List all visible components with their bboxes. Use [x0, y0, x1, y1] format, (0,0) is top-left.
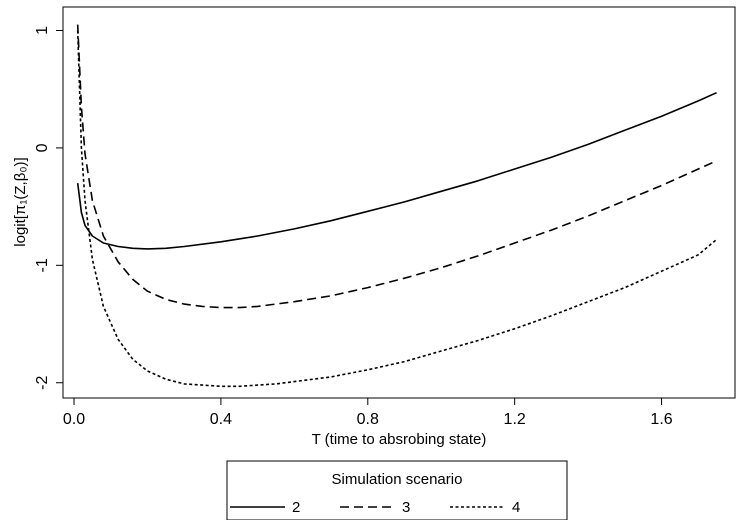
legend-title: Simulation scenario	[332, 471, 463, 488]
x-axis-label: T (time to absrobing state)	[312, 431, 487, 448]
y-tick-label: -2	[34, 376, 51, 390]
series-line-4	[76, 30, 718, 388]
series-layer	[76, 24, 718, 388]
y-tick-label: 0	[34, 143, 51, 152]
plot-frame	[62, 6, 736, 399]
series-line-2	[76, 91, 717, 250]
x-tick-label: 1.2	[504, 411, 526, 428]
series-line-3	[76, 24, 717, 309]
x-tick-label: 0.4	[210, 411, 232, 428]
legend-label-2: 2	[292, 499, 300, 516]
x-tick-label: 1.6	[650, 411, 672, 428]
y-tick-label: 1	[34, 26, 51, 35]
legend: Simulation scenario 2 3 4	[226, 460, 568, 520]
legend-items: 2 3 4	[230, 499, 520, 516]
legend-box	[226, 460, 568, 520]
y-axis: 1 0 -1 -2	[34, 26, 63, 390]
legend-label-3: 3	[402, 499, 410, 516]
y-axis-label: logit[π₁(Z,β₀)]	[12, 157, 29, 246]
x-tick-label: 0.0	[63, 411, 85, 428]
x-tick-label: 0.8	[357, 411, 379, 428]
x-axis: 0.0 0.4 0.8 1.2 1.6	[63, 398, 673, 428]
y-tick-label: -1	[34, 258, 51, 272]
legend-label-4: 4	[512, 499, 520, 516]
